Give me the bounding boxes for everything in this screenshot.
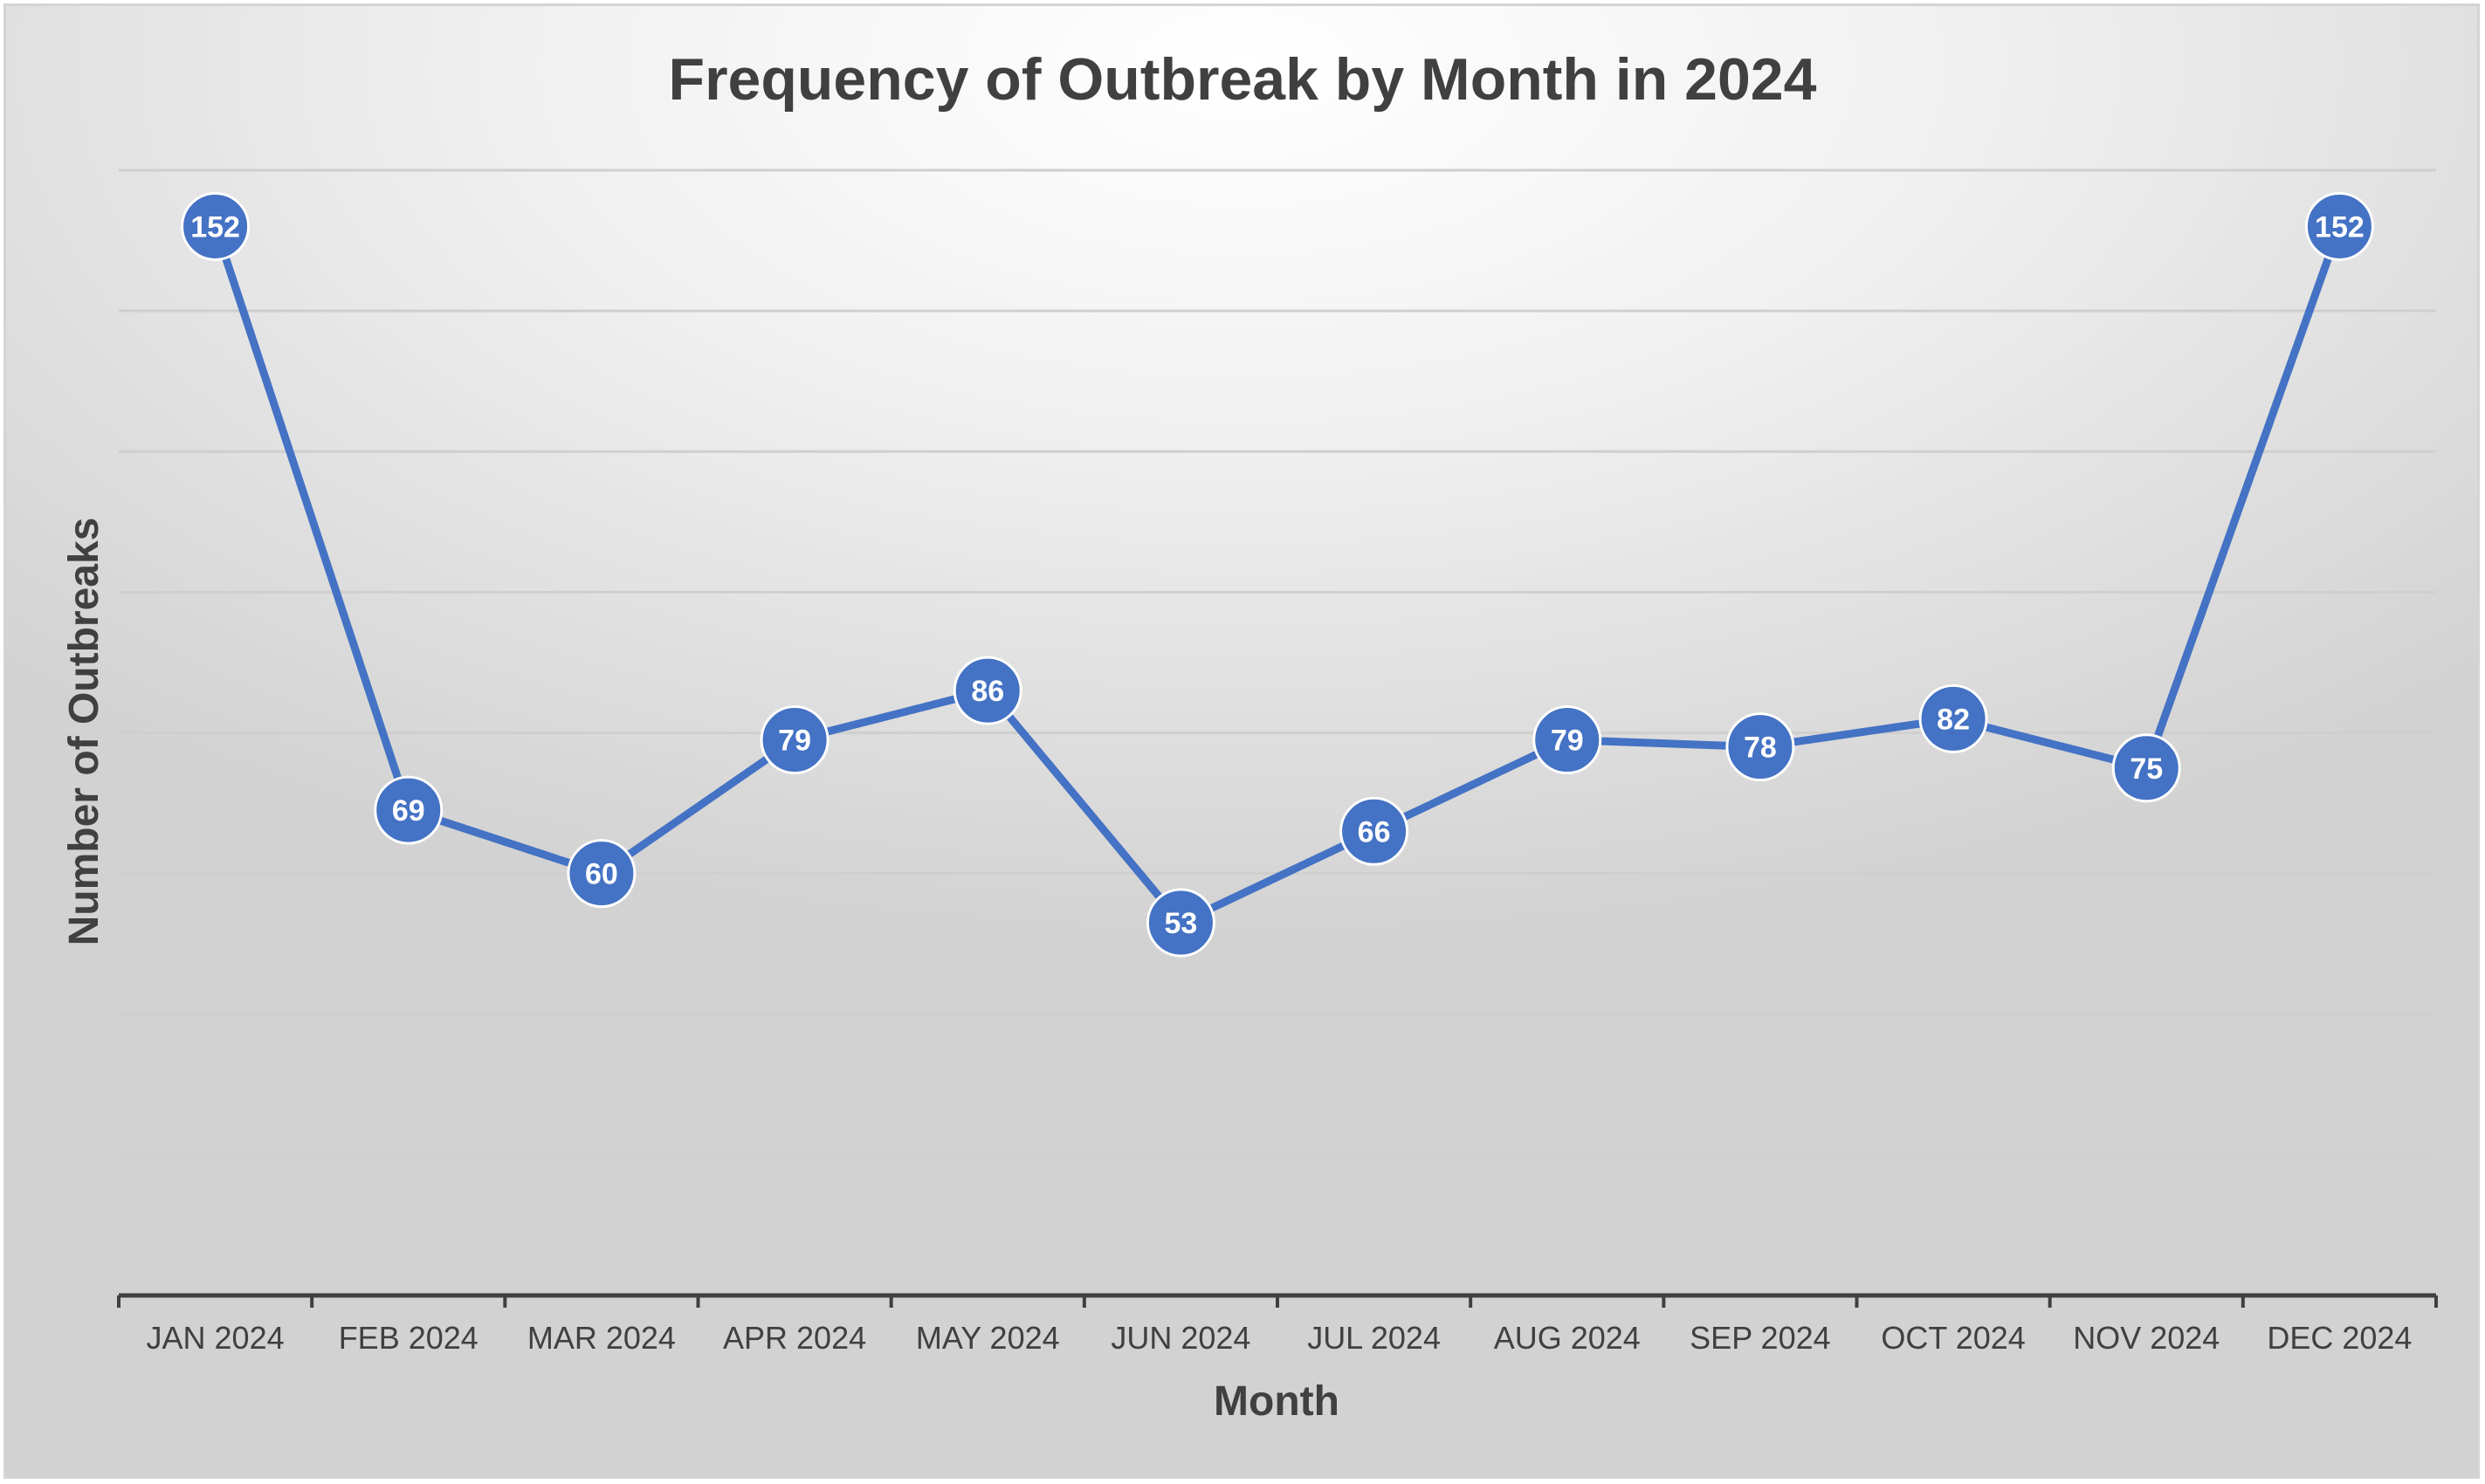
data-label: 69 (392, 794, 425, 828)
data-label: 152 (2315, 210, 2365, 244)
gridlines (119, 168, 2436, 1157)
data-point (760, 705, 829, 775)
data-point (567, 839, 637, 909)
x-tick-label: MAY 2024 (916, 1320, 1060, 1356)
data-point (1146, 888, 1215, 958)
data-label: 79 (778, 725, 811, 758)
x-tick-label: MAR 2024 (527, 1320, 676, 1356)
data-label: 86 (971, 675, 1004, 708)
x-tick-label: JAN 2024 (147, 1320, 285, 1356)
data-label: 78 (1744, 732, 1777, 765)
data-label: 82 (1937, 703, 1970, 736)
x-tick-label: JUL 2024 (1307, 1320, 1441, 1356)
data-label: 53 (1165, 907, 1198, 940)
data-label: 75 (2130, 752, 2163, 786)
data-point (1918, 684, 1988, 753)
x-tick-label: FEB 2024 (339, 1320, 478, 1356)
x-tick-labels: JAN 2024 FEB 2024 MAR 2024 APR 2024 MAY 2024… (147, 1320, 2413, 1356)
data-label: 79 (1551, 725, 1584, 758)
data-label: 66 (1358, 815, 1391, 848)
series-line (211, 224, 2344, 927)
data-point (2304, 191, 2374, 261)
y-axis-title: Number of Outbreaks (61, 518, 107, 946)
x-axis-title: Month (1214, 1378, 1339, 1425)
data-point (953, 656, 1022, 725)
x-tick-label: SEP 2024 (1690, 1320, 1830, 1356)
data-label: 152 (190, 210, 240, 244)
data-label: 60 (585, 858, 618, 891)
data-point (1339, 796, 1409, 866)
x-tick-label: JUN 2024 (1111, 1320, 1250, 1356)
data-point (2111, 733, 2181, 803)
data-point (1532, 705, 1602, 775)
data-markers: 152 69 60 79 86 53 66 79 78 82 75 152 (181, 191, 2374, 958)
data-point (1725, 712, 1795, 782)
chart-area (3, 3, 2480, 1479)
x-tick-label: AUG 2024 (1494, 1320, 1641, 1356)
x-tick-label: DEC 2024 (2267, 1320, 2412, 1356)
x-tick-label: APR 2024 (723, 1320, 866, 1356)
chart-title: Frequency of Outbreak by Month in 2024 (669, 46, 1817, 113)
data-point (374, 775, 444, 845)
x-tick-label: OCT 2024 (1881, 1320, 2025, 1356)
data-point (181, 191, 251, 261)
x-tick-label: NOV 2024 (2073, 1320, 2220, 1356)
x-axis (117, 1293, 2438, 1308)
